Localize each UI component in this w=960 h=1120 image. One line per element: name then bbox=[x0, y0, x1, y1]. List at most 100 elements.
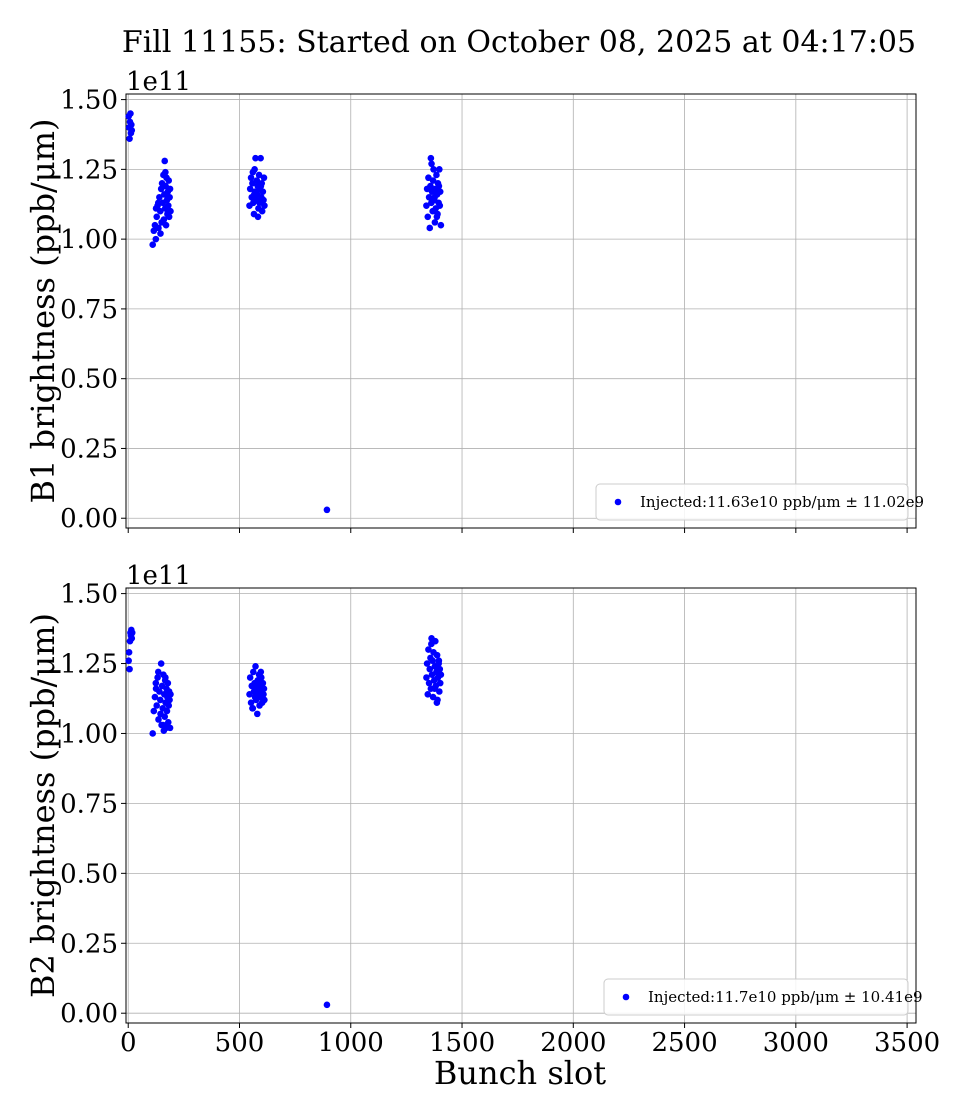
data-point bbox=[425, 679, 433, 687]
data-point bbox=[151, 693, 159, 701]
data-point bbox=[167, 207, 174, 215]
legend-label: Injected:11.7e10 ppb/μm ± 10.41e9 bbox=[648, 988, 923, 1006]
data-point bbox=[153, 702, 161, 709]
data-point bbox=[423, 202, 430, 209]
data-point bbox=[154, 668, 162, 676]
data-point bbox=[257, 154, 264, 162]
data-point bbox=[423, 674, 430, 681]
data-point bbox=[430, 166, 437, 173]
legend: Injected:11.63e10 ppb/μm ± 11.02e9 bbox=[595, 483, 924, 521]
data-point bbox=[260, 196, 267, 204]
data-point bbox=[260, 174, 268, 182]
data-point bbox=[259, 679, 267, 687]
y-tick-label: 0.50 bbox=[60, 365, 118, 395]
data-point bbox=[152, 685, 160, 693]
data-point bbox=[433, 699, 441, 706]
data-point bbox=[257, 182, 265, 190]
x-tick-label: 1500 bbox=[429, 1028, 495, 1058]
legend-label: Injected:11.63e10 ppb/μm ± 11.02e9 bbox=[640, 493, 924, 511]
data-point bbox=[159, 219, 167, 226]
data-point bbox=[433, 171, 440, 179]
data-point bbox=[126, 665, 133, 673]
data-point bbox=[261, 696, 268, 704]
data-point bbox=[252, 663, 259, 670]
legend-marker bbox=[622, 993, 630, 1001]
data-point bbox=[426, 224, 434, 232]
data-point bbox=[149, 241, 157, 249]
x-tick-label: 2000 bbox=[540, 1028, 606, 1058]
data-point bbox=[431, 685, 438, 693]
data-point bbox=[164, 202, 172, 209]
data-point bbox=[152, 205, 160, 212]
data-point bbox=[128, 635, 136, 642]
data-point bbox=[433, 651, 441, 659]
data-point bbox=[433, 213, 441, 221]
y-offset-text: 1e11 bbox=[126, 67, 191, 97]
y-tick-label: 1.50 bbox=[60, 86, 118, 116]
data-point bbox=[153, 213, 161, 221]
y-tick-label: 0.00 bbox=[60, 504, 118, 534]
data-point bbox=[255, 171, 263, 179]
data-point bbox=[252, 154, 259, 162]
data-point bbox=[323, 506, 331, 514]
data-point bbox=[155, 716, 162, 723]
data-point bbox=[161, 157, 169, 165]
data-point bbox=[152, 679, 160, 687]
data-point bbox=[156, 193, 163, 201]
data-point bbox=[436, 679, 444, 687]
data-point bbox=[247, 699, 255, 706]
data-point bbox=[429, 177, 437, 184]
data-point bbox=[166, 185, 174, 193]
data-point bbox=[165, 213, 173, 221]
data-point bbox=[164, 679, 172, 687]
data-point bbox=[254, 213, 262, 221]
y-tick-label: 1.25 bbox=[60, 155, 118, 185]
data-point bbox=[165, 702, 173, 709]
data-point bbox=[436, 202, 444, 209]
data-point bbox=[128, 121, 135, 129]
data-point bbox=[427, 154, 435, 162]
x-tick-label: 1000 bbox=[318, 1028, 384, 1058]
data-point bbox=[253, 177, 261, 184]
data-point bbox=[425, 193, 433, 201]
y-tick-label: 1.25 bbox=[60, 650, 118, 680]
y-tick-label: 0.75 bbox=[60, 789, 118, 819]
data-point bbox=[258, 207, 266, 215]
y-tick-label: 0.00 bbox=[60, 999, 118, 1029]
data-point bbox=[163, 191, 171, 198]
data-point bbox=[149, 730, 157, 737]
data-point bbox=[428, 160, 435, 168]
legend-box bbox=[603, 978, 909, 1016]
data-point bbox=[436, 665, 444, 673]
x-axis-label: Bunch slot bbox=[434, 1054, 606, 1092]
data-point bbox=[425, 646, 432, 653]
panel-b1: 0.00 0.25 0.50 0.75 1.00 1.25 1.50 1e11 B1 brigh… bbox=[24, 67, 924, 534]
y-axis-label: B1 brightness (ppb/μm) bbox=[24, 119, 62, 504]
legend-box bbox=[595, 483, 909, 521]
data-point bbox=[162, 168, 169, 176]
y-offset-text: 1e11 bbox=[126, 561, 191, 591]
y-tick-label: 0.25 bbox=[60, 434, 118, 464]
data-point bbox=[162, 674, 169, 681]
data-point bbox=[247, 174, 255, 182]
data-point bbox=[246, 185, 254, 193]
data-point bbox=[260, 685, 268, 693]
data-point bbox=[427, 182, 434, 190]
data-point bbox=[125, 649, 133, 656]
data-point bbox=[157, 710, 164, 718]
data-point bbox=[257, 668, 265, 676]
data-point bbox=[254, 682, 262, 690]
data-point bbox=[261, 202, 268, 209]
data-point bbox=[436, 188, 444, 195]
data-point bbox=[155, 224, 162, 232]
data-point bbox=[166, 696, 173, 704]
data-point bbox=[126, 135, 133, 142]
data-point bbox=[253, 710, 261, 718]
data-point bbox=[437, 671, 445, 679]
data-point bbox=[166, 724, 174, 732]
data-point bbox=[436, 166, 443, 173]
data-point bbox=[163, 707, 171, 715]
data-point bbox=[157, 660, 165, 667]
data-point bbox=[426, 665, 434, 673]
